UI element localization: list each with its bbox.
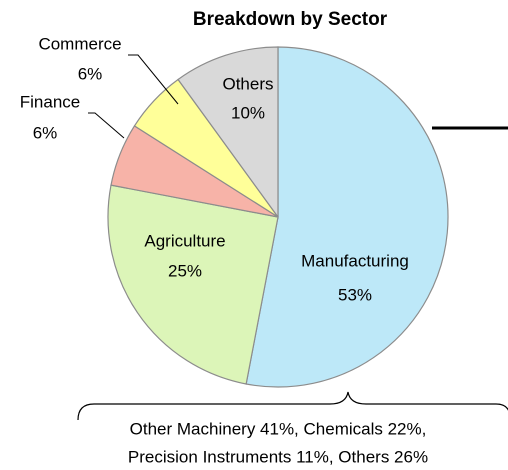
slice-label: Agriculture [144, 231, 225, 250]
chart-title: Breakdown by Sector [193, 9, 388, 30]
slice-label: Others [222, 74, 273, 93]
pie-slice [245, 46, 449, 388]
brace [77, 391, 508, 421]
pie [107, 46, 449, 388]
value-label: 25% [168, 261, 202, 280]
value-label: 53% [338, 285, 372, 304]
value-label: 6% [33, 123, 58, 142]
slice-label: Commerce [38, 34, 121, 53]
value-label: 6% [78, 64, 103, 83]
value-label: 10% [231, 103, 265, 122]
pie-slice [107, 184, 279, 385]
slice-label: Manufacturing [301, 251, 409, 270]
slice-label: Finance [20, 92, 80, 111]
annotation: Precision Instruments 11%, Others 26% [128, 447, 428, 466]
annotation: Other Machinery 41%, Chemicals 22%, [130, 419, 427, 438]
leader-line [128, 54, 179, 105]
leader-line [88, 112, 125, 139]
pie-slice [177, 46, 279, 219]
